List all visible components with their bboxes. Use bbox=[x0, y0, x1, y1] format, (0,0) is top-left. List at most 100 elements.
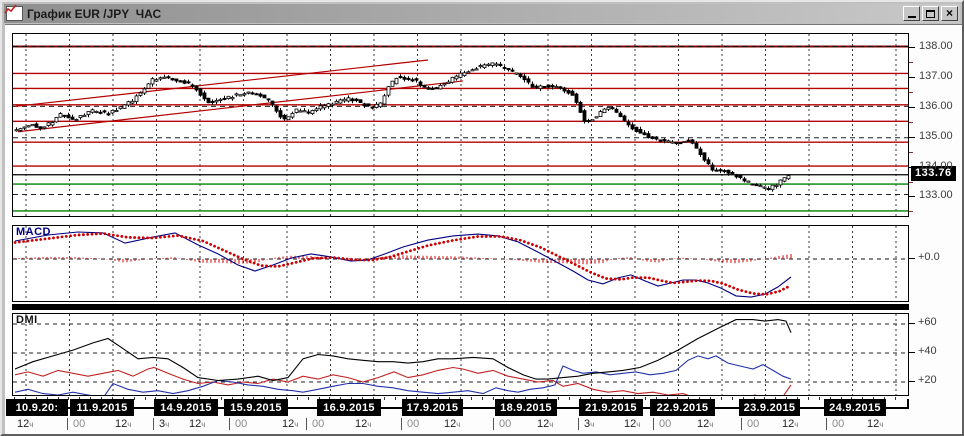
axis-tick bbox=[909, 258, 915, 259]
axis-tick bbox=[909, 136, 915, 138]
hour-tick bbox=[416, 397, 418, 400]
axis-end-tick bbox=[907, 399, 909, 408]
axis-tick bbox=[909, 106, 915, 108]
hour-tick bbox=[894, 397, 896, 400]
hour-tick bbox=[296, 397, 298, 400]
hour-tick bbox=[318, 397, 320, 400]
hour-tick bbox=[818, 397, 820, 400]
hour-tick bbox=[144, 397, 146, 400]
date-label: 16.9.2015 bbox=[317, 399, 381, 416]
hour-tick bbox=[764, 397, 766, 400]
hour-tick bbox=[481, 397, 483, 400]
time-label: 12ч bbox=[624, 418, 641, 430]
axis-tick bbox=[909, 121, 913, 123]
hour-tick bbox=[623, 397, 624, 400]
dmi-tick-label: +20 bbox=[918, 374, 937, 386]
maximize-button[interactable] bbox=[922, 6, 939, 21]
macd-panel: MACD bbox=[12, 225, 909, 302]
hour-tick bbox=[579, 397, 581, 400]
window-controls: × bbox=[903, 6, 958, 21]
time-label: 00 bbox=[73, 418, 86, 430]
time-label: 12ч bbox=[115, 418, 132, 430]
panel-separator[interactable] bbox=[12, 304, 909, 310]
hour-tick bbox=[503, 397, 505, 400]
hour-tick bbox=[568, 397, 570, 400]
hour-tick bbox=[253, 397, 255, 400]
hour-tick bbox=[427, 397, 429, 400]
date-label: 22.9.2015 bbox=[650, 399, 715, 416]
time-label: 00 bbox=[747, 418, 760, 430]
time-tick bbox=[229, 418, 230, 430]
time-tick bbox=[493, 418, 494, 430]
time-label: 12ч bbox=[355, 418, 372, 430]
hour-tick bbox=[655, 397, 657, 400]
axis-tick bbox=[909, 151, 913, 153]
hour-tick bbox=[546, 397, 548, 400]
hour-tick bbox=[351, 397, 353, 400]
hour-tick bbox=[601, 397, 603, 400]
hour-tick bbox=[699, 397, 701, 400]
hour-tick bbox=[688, 397, 690, 400]
hour-tick bbox=[198, 397, 200, 400]
macd-label: MACD bbox=[16, 226, 51, 238]
hour-tick bbox=[362, 397, 363, 400]
hour-tick bbox=[90, 397, 92, 400]
time-label: 00 bbox=[312, 418, 325, 430]
hour-tick bbox=[840, 397, 842, 400]
time-label: 12ч bbox=[697, 418, 714, 430]
chart-window-icon bbox=[4, 4, 23, 21]
hour-tick bbox=[24, 397, 26, 400]
minimize-button[interactable] bbox=[903, 6, 920, 21]
hour-tick bbox=[720, 397, 722, 400]
time-label: 00 bbox=[659, 418, 672, 430]
hour-tick bbox=[590, 397, 592, 400]
time-tick bbox=[306, 418, 307, 430]
date-label: 21.9.2015 bbox=[579, 399, 643, 416]
hour-tick bbox=[710, 397, 711, 400]
close-button[interactable]: × bbox=[941, 6, 958, 21]
time-label: 12ч bbox=[282, 418, 299, 430]
hour-tick bbox=[612, 397, 614, 400]
hour-tick bbox=[177, 397, 179, 400]
hour-tick bbox=[220, 397, 222, 400]
hour-tick bbox=[111, 397, 113, 400]
dmi-tick-label: +40 bbox=[918, 345, 937, 357]
hour-tick bbox=[884, 397, 885, 400]
title-bar[interactable]: График EUR /JPY ЧАС × bbox=[4, 4, 960, 23]
price-panel bbox=[12, 33, 909, 217]
time-tick bbox=[153, 418, 154, 430]
hour-tick bbox=[329, 397, 331, 400]
hour-tick bbox=[514, 397, 516, 400]
hour-tick bbox=[677, 397, 679, 400]
hour-tick bbox=[492, 397, 494, 400]
date-label: 23.9.2015 bbox=[739, 399, 800, 416]
hour-tick bbox=[557, 397, 559, 400]
date-label: 24.9.2015 bbox=[824, 399, 886, 416]
time-tick bbox=[653, 418, 654, 430]
axis-tick bbox=[909, 196, 915, 198]
hour-tick bbox=[862, 397, 864, 400]
time-label: 3ч bbox=[159, 418, 170, 430]
hour-tick bbox=[340, 397, 342, 400]
date-label: 15.9.2015 bbox=[224, 399, 288, 416]
date-label: 17.9.2015 bbox=[402, 399, 463, 416]
time-label: 12ч bbox=[537, 418, 554, 430]
hour-tick bbox=[68, 397, 70, 400]
axis-tick bbox=[909, 381, 915, 382]
date-label: 18.9.2015 bbox=[495, 399, 557, 416]
hour-tick bbox=[101, 397, 102, 400]
axis-tick bbox=[909, 47, 915, 49]
axis-tick bbox=[909, 166, 915, 168]
time-label: 12ч bbox=[867, 418, 884, 430]
window-title: График EUR /JPY ЧАС bbox=[27, 6, 162, 21]
hour-tick bbox=[753, 397, 755, 400]
hour-tick bbox=[155, 397, 157, 400]
hour-tick bbox=[307, 397, 309, 400]
hour-tick bbox=[133, 397, 135, 400]
time-label: 12ч bbox=[444, 418, 461, 430]
hour-tick bbox=[644, 397, 646, 400]
hour-tick bbox=[57, 397, 59, 400]
price-tick-label: 135.00 bbox=[919, 129, 953, 142]
hour-tick bbox=[372, 397, 374, 400]
hour-tick bbox=[807, 397, 809, 400]
